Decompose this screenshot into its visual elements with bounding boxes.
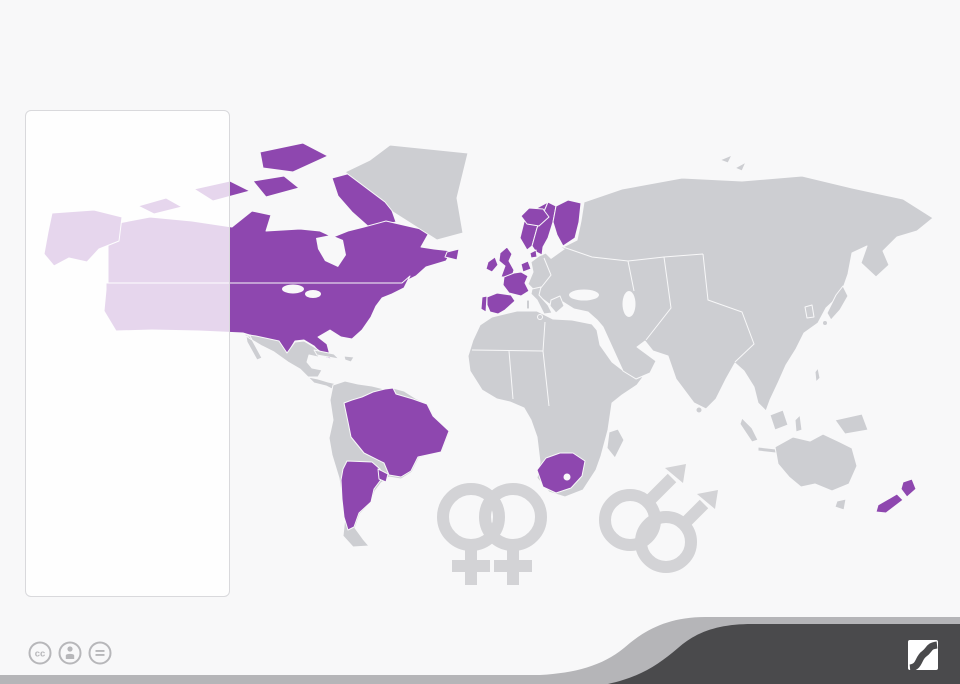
map-country-ireland — [485, 256, 499, 273]
statista-logo-icon — [908, 640, 938, 670]
map-region-korea — [804, 304, 815, 319]
map-country-uruguay — [377, 468, 389, 483]
map-island-tasmania — [834, 498, 847, 511]
map-black-sea — [569, 289, 599, 301]
map-country-united-kingdom — [498, 246, 515, 278]
map-bering-islands — [719, 154, 747, 172]
map-country-mexico — [242, 333, 323, 378]
map-island-madagascar — [606, 428, 625, 459]
map-island-sumatra — [739, 417, 759, 443]
map-country-greenland — [344, 144, 469, 241]
map-country-italy — [530, 286, 553, 315]
map-island-sri-lanka — [695, 406, 703, 414]
map-country-japan — [826, 285, 849, 321]
map-country-new-zealand — [875, 478, 917, 514]
map-island-kyushu — [822, 320, 828, 326]
map-country-spain — [486, 292, 516, 315]
map-hudson-bay — [316, 235, 346, 267]
map-country-australia — [774, 433, 858, 492]
map-country-brazil — [343, 387, 450, 478]
map-africa-borders — [471, 321, 550, 407]
double-female-icon — [437, 483, 547, 585]
map-great-lakes-2 — [305, 290, 321, 298]
map-island-sulawesi — [794, 414, 803, 433]
double-male-icon — [599, 464, 718, 573]
attribution-icon — [58, 641, 82, 665]
map-country-portugal — [480, 295, 488, 313]
footer-ribbon — [540, 617, 960, 684]
map-caspian-sea — [622, 291, 636, 317]
footer-baseline-strip — [0, 675, 570, 684]
map-region-africa — [467, 310, 644, 498]
license-icons: cc — [28, 641, 112, 665]
map-baltic-sea — [544, 245, 565, 259]
map-island-cuba — [313, 349, 340, 360]
map-country-iceland — [520, 207, 550, 227]
map-island-sardinia — [526, 299, 530, 310]
map-island-hispaniola — [343, 355, 355, 363]
map-island-new-guinea — [834, 413, 869, 435]
map-island-sicily — [537, 314, 543, 320]
map-country-south-africa — [536, 452, 586, 494]
map-country-greece — [549, 295, 565, 314]
map-country-france — [502, 271, 530, 297]
map-country-denmark — [529, 249, 538, 259]
map-lesotho-hole — [563, 473, 571, 481]
map-region-benelux — [520, 260, 532, 273]
map-great-lakes — [282, 284, 304, 294]
map-region-philippines — [814, 367, 821, 383]
map-country-argentina — [340, 460, 384, 531]
country-legend — [25, 110, 230, 597]
map-region-newfoundland — [444, 248, 460, 261]
map-asia-borders — [539, 246, 755, 363]
map-island-borneo — [769, 409, 789, 431]
svg-text:cc: cc — [35, 649, 46, 660]
map-country-finland — [552, 199, 582, 247]
no-derivatives-icon — [88, 641, 112, 665]
cc-icon: cc — [28, 641, 52, 665]
